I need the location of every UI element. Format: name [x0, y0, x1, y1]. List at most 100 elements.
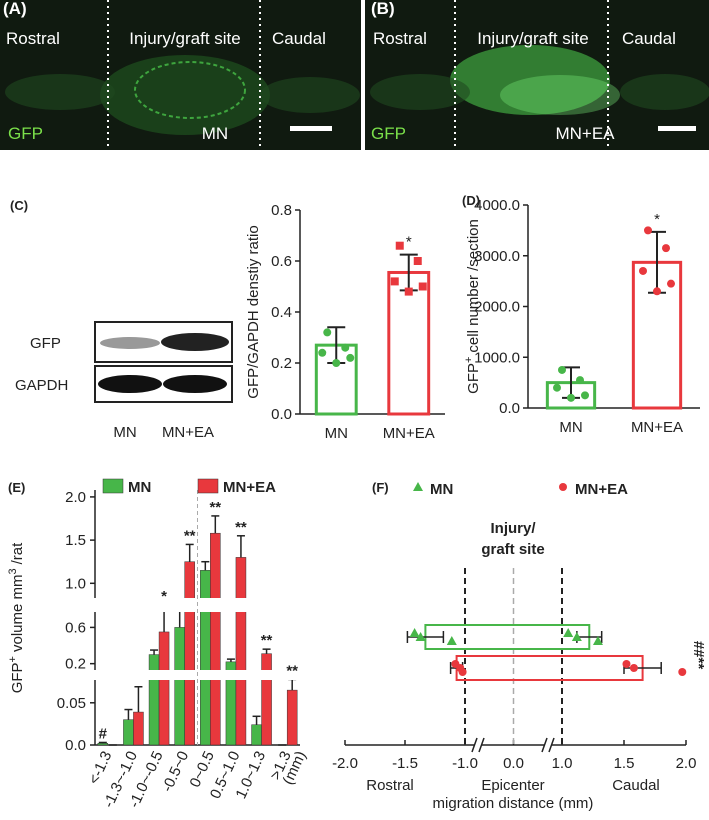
blot-band	[98, 375, 162, 393]
axis-break	[92, 670, 307, 680]
blot-band	[161, 333, 229, 351]
data-point	[395, 241, 404, 250]
label-part: +	[7, 656, 19, 662]
label-part: GFP	[9, 662, 26, 693]
image-panel-b: (B) Rostral Injury/graft site Caudal GFP…	[365, 0, 709, 150]
y-tick-label: 0.05	[57, 695, 86, 712]
lane-label: MN	[113, 424, 136, 441]
scale-bar	[290, 126, 332, 131]
y-tick-label: 1000.0	[474, 349, 520, 366]
group-label: MN+EA	[555, 124, 615, 143]
data-point	[415, 632, 426, 641]
data-point	[581, 391, 589, 400]
panel-label: (A)	[3, 0, 27, 18]
x-tick-label: -1.0	[452, 755, 478, 772]
significance: *	[161, 588, 167, 605]
y-tick-label: 1.0	[65, 575, 86, 592]
y-tick-label: 2000.0	[474, 299, 520, 316]
y-tick-label: 2.0	[65, 489, 86, 506]
bar	[174, 627, 185, 746]
y-tick-label: 0.4	[271, 304, 292, 321]
axis-break	[545, 737, 551, 753]
axis-break	[92, 598, 307, 612]
break-mark	[478, 737, 485, 753]
row-label: GAPDH	[15, 377, 68, 394]
bar	[286, 689, 298, 746]
x-axis-label: migration distance (mm)	[433, 795, 594, 812]
data-point	[667, 279, 675, 288]
panel-label: (C)	[10, 198, 28, 213]
group-label: MN	[202, 124, 228, 143]
western-blot: (C) GFP GAPDH MN MN+EA	[10, 198, 233, 441]
lane-label: MN+EA	[162, 424, 214, 441]
row-label: GFP	[30, 335, 61, 352]
label-part: +	[463, 357, 475, 363]
data-point	[571, 632, 582, 641]
significance: **	[235, 519, 247, 536]
stain-label: GFP	[8, 124, 43, 143]
region-label: Caudal	[272, 29, 326, 48]
data-point	[346, 353, 355, 362]
data-point	[413, 257, 422, 265]
y-tick-label: 0.2	[271, 355, 292, 372]
y-axis-label: GFP+ volume mm3/rat	[7, 542, 26, 693]
bar	[148, 654, 160, 746]
data-point	[653, 287, 661, 296]
y-axis-label: GFP/GAPDH denstiy ratio	[245, 225, 262, 398]
data-point	[678, 668, 687, 676]
label-part: GFP/GAPDH denstiy ratio	[245, 225, 262, 398]
break-mark	[548, 737, 555, 753]
region-label: Caudal	[622, 29, 676, 48]
y-tick-label: 0.2	[65, 656, 86, 673]
data-point	[409, 628, 420, 637]
data-point	[323, 328, 332, 337]
data-point	[662, 244, 670, 253]
x-tick-label: 0.0	[503, 755, 524, 772]
data-point	[576, 376, 584, 385]
y-tick-label: 0.0	[65, 737, 86, 754]
tissue	[620, 74, 709, 110]
gfp-signal	[450, 45, 610, 115]
region-label: Rostral	[373, 29, 427, 48]
region-label: Epicenter	[481, 777, 544, 794]
tissue	[370, 74, 470, 110]
x-tick-label: 1.0	[552, 755, 573, 772]
bar	[158, 631, 170, 746]
tissue	[260, 77, 360, 113]
data-point	[639, 266, 647, 275]
significance: *	[654, 211, 660, 228]
data-point	[592, 636, 603, 645]
data-point	[567, 393, 575, 402]
x-tick-label: MN+EA	[631, 419, 683, 436]
data-point	[332, 359, 341, 367]
panel-label: (E)	[8, 480, 25, 495]
panel-label: (D)	[462, 193, 480, 208]
bar	[387, 270, 431, 416]
break-mark	[471, 737, 478, 753]
label-part: cell number /section	[465, 219, 482, 352]
bar	[97, 743, 109, 746]
legend-label: MN	[430, 481, 453, 498]
label-part: volume mm	[9, 575, 26, 653]
data-point	[418, 282, 427, 291]
image-panel-a: (A) Rostral Injury/graft site Caudal GFP…	[0, 0, 361, 150]
label-part: /rat	[9, 542, 26, 565]
scale-bar	[658, 126, 696, 131]
data-point	[404, 287, 413, 296]
bar	[261, 653, 272, 746]
legend-marker	[559, 483, 567, 491]
break-mark	[541, 737, 548, 753]
data-point	[558, 365, 566, 374]
data-point	[390, 277, 399, 286]
y-tick-label: 0.6	[271, 253, 292, 270]
y-tick-label: 1.5	[65, 532, 86, 549]
y-tick-label: 4000.0	[474, 197, 520, 214]
legend-marker	[413, 482, 423, 491]
axis-break	[475, 737, 481, 753]
y-tick-label: 0.8	[271, 202, 292, 219]
x-tick-label: -1.5	[392, 755, 418, 772]
data-point	[553, 383, 561, 392]
data-point	[458, 668, 467, 676]
significance: **	[286, 662, 298, 679]
